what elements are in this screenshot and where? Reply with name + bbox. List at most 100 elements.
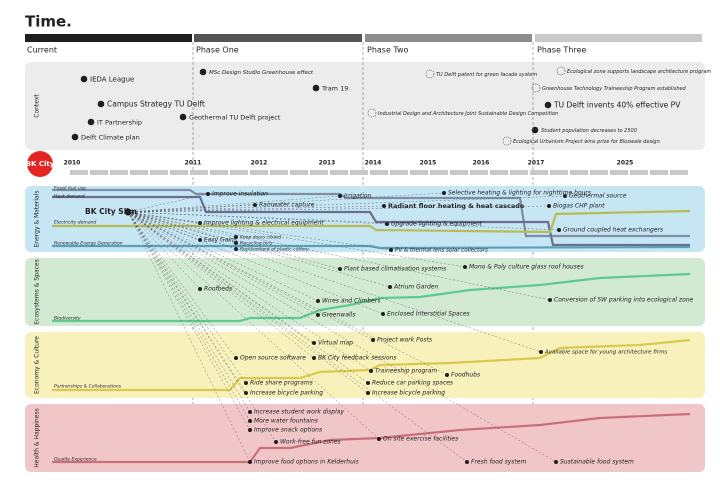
timeline-segment <box>350 170 368 175</box>
event-dot <box>316 299 320 303</box>
context-item: Geothermal TU Delft project <box>189 114 281 122</box>
event-label: Replacement of plastic cutlery <box>240 247 309 253</box>
timeline-segment <box>330 170 348 175</box>
panel-title: Energy & Materials <box>34 191 41 248</box>
year-label: 2015 <box>420 160 437 167</box>
event-label: More water fountains <box>254 418 318 425</box>
year-label: 2025 <box>617 160 634 167</box>
page-title: Time. <box>25 13 72 31</box>
event-label: Project work Posts <box>377 337 432 344</box>
event-dot <box>248 419 252 423</box>
connector <box>127 211 201 290</box>
connector <box>127 193 209 213</box>
event-dot <box>338 267 342 271</box>
context-item: Ecological zone supports landscape archi… <box>567 69 711 75</box>
event-label: PV & thermal lens solar collectors <box>395 248 488 254</box>
context-item: TU Delft patent for green facade system <box>436 72 537 78</box>
timeline-segment <box>90 170 108 175</box>
connector <box>127 211 369 384</box>
year-label: 2017 <box>528 160 545 167</box>
year-label: 2016 <box>473 160 490 167</box>
event-label: Fresh food system <box>471 459 526 466</box>
phase-label: Current <box>27 46 57 55</box>
event-dot <box>442 191 446 195</box>
series-label: Biodiversity <box>54 316 81 322</box>
event-dot <box>388 285 392 289</box>
trend-line <box>52 209 691 234</box>
phase-bar <box>194 34 362 42</box>
timeline-segment <box>470 170 488 175</box>
start-marker <box>27 151 53 177</box>
context-dot <box>80 75 88 83</box>
event-dot <box>234 247 238 251</box>
context-item: TU Delft invents 40% effective PV <box>553 101 681 110</box>
timeline-segment <box>70 170 88 175</box>
timeline-segment <box>170 170 188 175</box>
event-label: Foodhubs <box>451 372 480 379</box>
phase-bar <box>25 34 192 42</box>
phase-label: Phase Three <box>537 46 586 55</box>
context-dot <box>87 118 95 126</box>
context-dashed-dot <box>531 83 541 93</box>
connector <box>127 211 466 268</box>
timeline-segment <box>110 170 128 175</box>
timeline-segment <box>290 170 308 175</box>
connector <box>127 211 277 443</box>
year-label: 2010 <box>64 160 81 167</box>
timeline-segment <box>670 170 688 175</box>
context-dot <box>531 126 539 134</box>
context-dot <box>97 100 105 108</box>
event-dot <box>539 350 543 354</box>
context-dot <box>179 113 187 121</box>
event-dot <box>381 312 385 316</box>
event-dot <box>389 248 393 252</box>
context-item: IEDA League <box>90 76 134 84</box>
timeline-segment <box>210 170 228 175</box>
event-label: Greenwalls <box>322 312 355 319</box>
event-dot <box>563 194 567 198</box>
event-label: Sustainable food system <box>560 459 634 466</box>
timeline-segment <box>610 170 628 175</box>
connector <box>127 192 445 213</box>
event-label: Conversion of 5W parking into ecological… <box>554 297 694 304</box>
event-label: Radiant floor heating & heat cascade <box>388 202 525 210</box>
context-item: Ecological Urbanism Project wins prize f… <box>513 139 660 145</box>
year-label: 2013 <box>319 160 336 167</box>
center-dot <box>124 208 132 216</box>
connector <box>127 211 315 344</box>
timeline-segment <box>190 170 208 175</box>
event-dot <box>445 373 449 377</box>
event-label: Increase bicycle parking <box>372 390 445 397</box>
event-dot <box>312 356 316 360</box>
timeline-segment <box>250 170 268 175</box>
trend-line <box>52 244 691 250</box>
event-dot <box>465 460 469 464</box>
series-label: Fossil fuel use <box>54 186 86 192</box>
series-label: Quality Experience <box>54 457 97 463</box>
connector <box>127 195 341 213</box>
event-label: Increase bicycle parking <box>250 390 323 397</box>
phase-bar <box>365 34 532 42</box>
event-dot <box>371 338 375 342</box>
context-dot <box>312 84 320 92</box>
event-label: Rainwater capture <box>259 202 315 209</box>
event-label: Recycling bins <box>240 241 273 247</box>
connector <box>127 211 380 440</box>
event-dot <box>316 313 320 317</box>
context-dot <box>71 133 79 141</box>
event-dot <box>548 298 552 302</box>
context-dot <box>199 68 207 76</box>
timeline-segment <box>570 170 588 175</box>
context-item: Delft Climate plan <box>81 134 140 142</box>
center-label: BK City Slim <box>85 207 137 216</box>
trend-line <box>52 195 690 247</box>
event-dot <box>377 437 381 441</box>
event-dot <box>338 194 342 198</box>
event-label: Improve food options in Kelderhuis <box>254 459 359 466</box>
event-dot <box>206 192 210 196</box>
timeline-segment <box>230 170 248 175</box>
event-label: Ground coupled heat exchangers <box>563 227 663 234</box>
event-dot <box>253 203 257 207</box>
event-dot <box>248 410 252 414</box>
